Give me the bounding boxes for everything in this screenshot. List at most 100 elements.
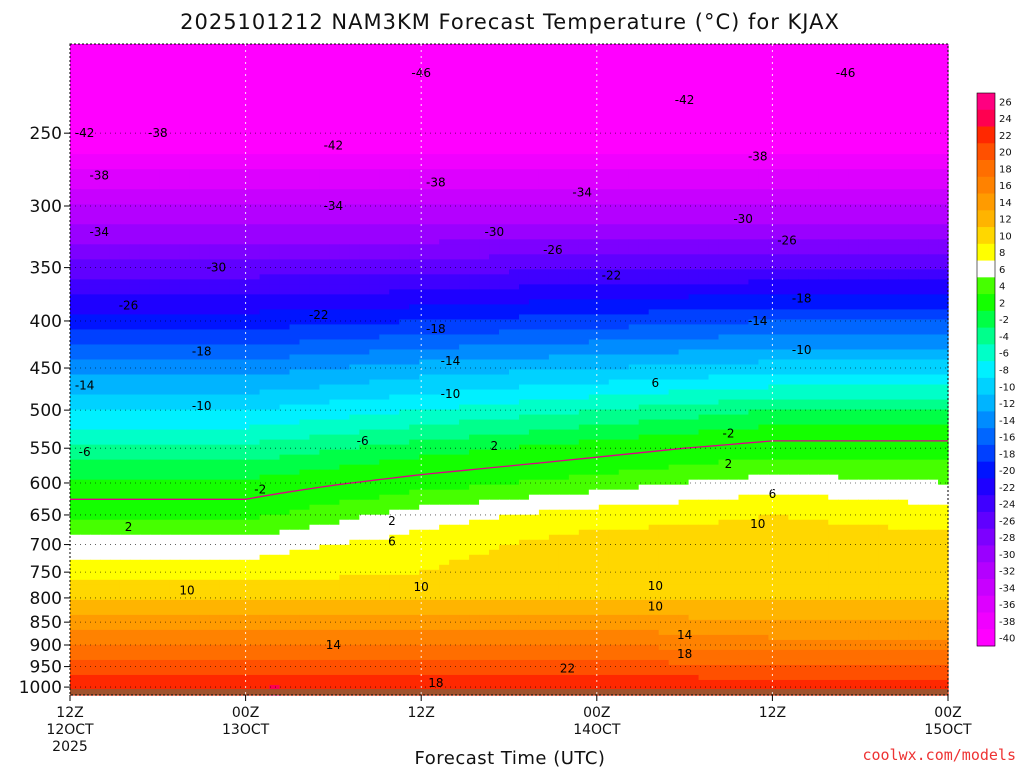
temperature-cell [618,314,630,321]
temperature-cell [928,154,939,160]
temperature-cell [738,94,750,100]
temperature-cell [119,169,131,175]
temperature-cell [369,224,380,230]
temperature-cell [578,234,590,240]
temperature-cell [399,249,410,255]
temperature-cell [738,149,750,155]
temperature-cell [159,169,171,175]
temperature-cell [449,194,460,200]
temperature-cell [558,204,570,210]
temperature-cell [139,309,151,316]
temperature-cell [588,249,600,255]
temperature-cell [119,79,131,85]
temperature-cell [708,144,720,150]
temperature-cell [279,199,291,205]
temperature-cell [938,284,949,290]
temperature-cell [538,234,550,240]
temperature-cell [938,64,949,70]
temperature-cell [728,264,740,270]
temperature-cell [499,84,510,90]
temperature-cell [598,249,610,255]
temperature-cell [648,254,660,260]
temperature-cell [339,254,350,260]
temperature-cell [688,304,700,311]
temperature-cell [349,189,360,195]
temperature-cell [379,159,390,165]
temperature-cell [319,314,331,321]
temperature-cell [588,189,600,195]
temperature-cell [608,114,620,120]
temperature-cell [70,84,81,90]
temperature-cell [429,54,440,60]
temperature-cell [329,204,340,210]
temperature-cell [459,149,470,155]
temperature-cell [249,174,261,180]
temperature-cell [479,304,490,311]
temperature-cell [229,184,241,190]
temperature-cell [678,284,690,290]
temperature-cell [159,84,171,90]
temperature-cell [259,99,271,105]
temperature-cell [658,69,670,75]
temperature-cell [928,164,939,170]
temperature-cell [299,144,311,150]
temperature-cell [758,234,770,240]
temperature-cell [868,109,879,115]
temperature-cell [618,244,630,250]
temperature-cell [199,279,211,285]
temperature-cell [179,284,191,290]
temperature-cell [179,244,191,250]
temperature-cell [828,294,839,300]
temperature-cell [409,199,420,205]
temperature-cell [708,164,720,170]
temperature-cell [628,84,640,90]
temperature-cell [129,99,141,105]
temperature-cell [748,129,760,135]
temperature-cell [299,309,311,316]
temperature-cell [898,99,909,105]
temperature-cell [209,94,221,100]
temperature-cell [429,239,440,245]
temperature-cell [70,204,81,210]
temperature-cell [928,114,939,120]
temperature-cell [409,224,420,230]
temperature-cell [788,119,799,125]
temperature-cell [279,319,291,326]
temperature-cell [538,194,550,200]
temperature-cell [658,49,670,55]
temperature-cell [419,69,430,75]
temperature-cell [469,179,480,185]
temperature-cell [898,299,909,305]
temperature-cell [129,239,141,245]
temperature-cell [618,54,630,60]
temperature-cell [758,84,770,90]
temperature-cell [678,259,690,265]
temperature-cell [429,179,440,185]
temperature-cell [688,239,700,245]
temperature-cell [628,234,640,240]
temperature-cell [618,229,630,235]
temperature-cell [479,289,490,295]
temperature-cell [758,264,770,270]
temperature-cell [429,314,440,321]
temperature-cell [209,239,221,245]
temperature-cell [708,99,720,105]
temperature-cell [209,314,221,321]
temperature-cell [888,269,899,275]
temperature-cell [319,139,331,145]
temperature-cell [99,274,111,280]
temperature-cell [748,79,760,85]
temperature-cell [339,109,350,115]
temperature-cell [359,289,370,295]
temperature-cell [658,174,670,180]
temperature-cell [119,259,131,265]
temperature-cell [588,224,600,230]
temperature-cell [359,244,370,250]
temperature-cell [279,274,291,280]
temperature-cell [409,284,420,290]
temperature-cell [778,169,789,175]
temperature-cell [628,144,640,150]
temperature-cell [598,289,610,295]
temperature-cell [578,319,590,326]
